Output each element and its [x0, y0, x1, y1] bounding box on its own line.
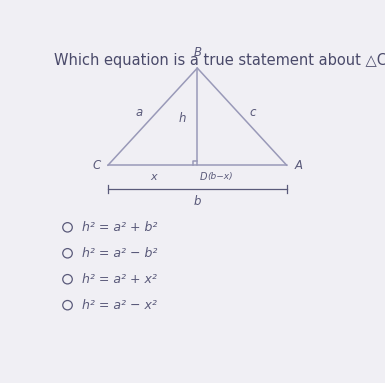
- Text: c: c: [249, 106, 256, 119]
- Text: x: x: [151, 172, 157, 182]
- Text: h² = a² + b²: h² = a² + b²: [82, 221, 158, 234]
- Text: h² = a² − b²: h² = a² − b²: [82, 247, 158, 260]
- Text: C: C: [92, 159, 100, 172]
- Text: a: a: [136, 106, 143, 119]
- Text: A: A: [294, 159, 302, 172]
- Text: Which equation is a true statement about △CBD below?: Which equation is a true statement about…: [54, 53, 385, 68]
- Text: D: D: [200, 172, 207, 182]
- Text: h² = a² − x²: h² = a² − x²: [82, 299, 157, 312]
- Text: b: b: [194, 195, 201, 208]
- Text: (b−x): (b−x): [207, 172, 233, 181]
- Text: h² = a² + x²: h² = a² + x²: [82, 273, 157, 286]
- Text: h: h: [179, 112, 186, 125]
- Text: B: B: [193, 46, 201, 59]
